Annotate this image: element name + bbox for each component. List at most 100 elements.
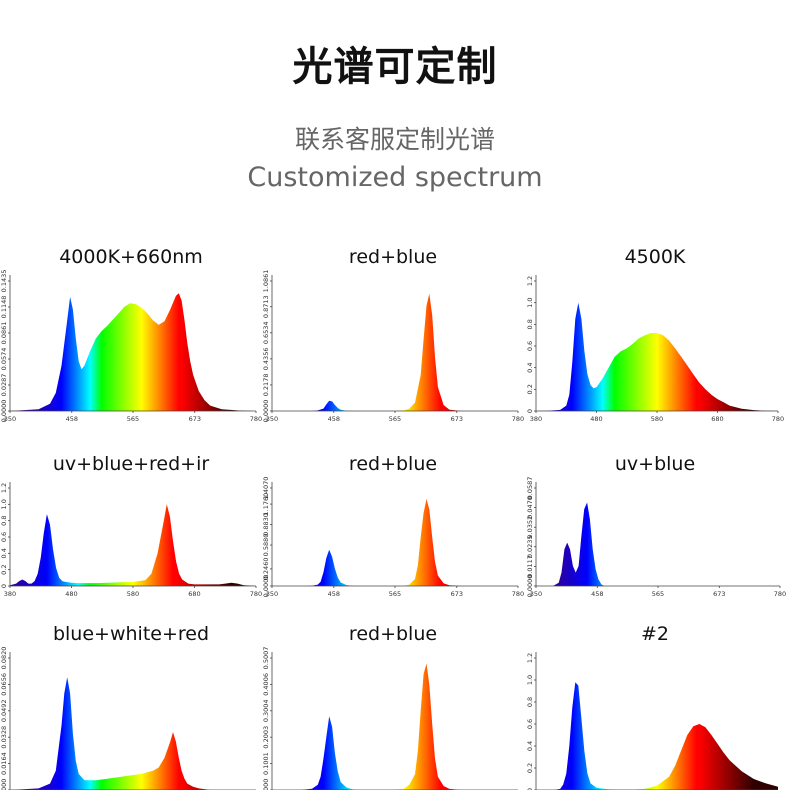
y-tick-label: 0.8 xyxy=(0,516,8,526)
x-tick-label: 780 xyxy=(250,415,262,423)
y-tick-label: 0.5880 xyxy=(262,534,270,557)
spectrum-chart-6: uv+blue 0.00000.01170.02350.03520.04700.0… xyxy=(526,453,786,598)
chart-title: 4500K xyxy=(625,246,686,268)
x-tick-label: 680 xyxy=(711,415,723,423)
chart-panel-3: 4500K 0 0.2 0.4 0.6 0.8 1.0 1.2 380 480 580 680 780 xyxy=(524,233,786,428)
page-title: 光谱可定制 xyxy=(292,44,498,90)
y-tick-label: 1.0 xyxy=(526,298,534,308)
chart-panel-9: #2 0 0.2 0.4 0.6 0.8 1.0 1.2 xyxy=(524,610,786,790)
y-tick-label: 0.5007 xyxy=(262,647,270,670)
y-tick-label: 0 xyxy=(0,584,8,588)
y-tick-label: 1.2 xyxy=(526,276,534,286)
y-tick-label: 0.3004 xyxy=(262,699,270,722)
y-tick-label: 0.2 xyxy=(526,763,534,773)
subtitle-chinese: 联系客服定制光谱 xyxy=(294,125,495,154)
chart-title: uv+blue xyxy=(615,453,695,475)
chart-title: red+blue xyxy=(349,246,437,268)
chart-panel-1: 4000K+660nm 0.0000 0.0287 0.0574 0.0861 0.114… xyxy=(0,233,262,428)
y-tick-label: 0.0470 xyxy=(526,496,534,519)
chart-title: 4000K+660nm xyxy=(59,246,203,268)
x-tick-label: 673 xyxy=(451,590,463,598)
x-tick-label: 380 xyxy=(4,590,16,598)
y-tick-label: 0.2178 xyxy=(262,374,270,397)
x-tick-label: 565 xyxy=(389,415,401,423)
subtitle-english: Customized spectrum xyxy=(247,162,543,193)
spectrum-chart-2: red+blue 0.0000 0.2178 0.4356 0.6534 0.8713 1.… xyxy=(262,246,524,423)
y-tick-label: 0 xyxy=(526,788,534,790)
y-tick-label: 0.6 xyxy=(526,341,534,351)
x-tick-label: 780 xyxy=(772,415,784,423)
x-tick-label: 673 xyxy=(713,590,725,598)
y-tick-label: 0.0164 xyxy=(0,752,8,775)
x-tick-label: 673 xyxy=(451,415,463,423)
x-tick-label: 673 xyxy=(189,415,201,423)
x-tick-label: 458 xyxy=(328,590,340,598)
x-tick-label: 580 xyxy=(127,590,139,598)
spectrum-area xyxy=(272,498,518,586)
y-tick-label: 0.0820 xyxy=(0,647,8,670)
y-tick-label: 0.2 xyxy=(0,565,8,575)
x-tick-label: 780 xyxy=(774,590,786,598)
spectrum-area xyxy=(272,663,518,790)
spectrum-area xyxy=(536,502,780,586)
x-tick-label: 458 xyxy=(66,415,78,423)
y-tick-label: 0.0000 xyxy=(526,575,534,598)
y-tick-label: 0.0000 xyxy=(262,575,270,598)
y-tick-label: 0.4 xyxy=(526,363,534,373)
y-tick-label: 0.0000 xyxy=(262,779,270,790)
y-tick-label: 0.0000 xyxy=(0,400,8,423)
x-tick-label: 780 xyxy=(512,415,524,423)
y-tick-label: 0.0287 xyxy=(0,374,8,397)
y-tick-label: 1.0861 xyxy=(262,270,270,293)
spectrum-chart-9: #2 0 0.2 0.4 0.6 0.8 1.0 1.2 xyxy=(526,623,778,790)
y-tick-label: 1.1760 xyxy=(262,493,270,516)
x-tick-label: 565 xyxy=(127,415,139,423)
x-tick-label: 780 xyxy=(512,590,524,598)
x-tick-label: 458 xyxy=(328,415,340,423)
x-tick-label: 565 xyxy=(652,590,664,598)
y-tick-label: 0.0656 xyxy=(0,673,8,696)
y-tick-label: 0.8713 xyxy=(262,295,270,318)
spectrum-chart-7: blue+white+red 0.0000 0.0164 0.0328 0.0492 0.… xyxy=(0,623,256,790)
spectrum-chart-3: 4500K 0 0.2 0.4 0.6 0.8 1.0 1.2 380 480 580 680 780 xyxy=(526,246,784,423)
spectrum-chart-5: red+blue 0.00000.24600.58800.88301.17601.… xyxy=(262,453,524,598)
chart-panel-6: uv+blue 0.0000 0.0117 0.0235 0.0352 0.0470 0.0… xyxy=(524,440,786,600)
spectrum-area xyxy=(272,293,518,411)
y-tick-label: 0.6 xyxy=(0,532,8,542)
spectrum-chart-8: red+blue 0.0000 0.1001 0.2003 0.3004 0.4006 0.… xyxy=(262,623,518,790)
y-tick-label: 0.4356 xyxy=(262,348,270,371)
y-tick-label: 1.4070 xyxy=(262,477,270,500)
x-tick-label: 580 xyxy=(651,415,663,423)
spectrum-area xyxy=(10,504,256,586)
y-tick-label: 0.4006 xyxy=(262,673,270,696)
y-tick-label: 0 xyxy=(526,409,534,413)
y-tick-label: 0.0000 xyxy=(0,779,8,790)
x-tick-label: 565 xyxy=(389,590,401,598)
y-tick-label: 0.0492 xyxy=(0,699,8,722)
y-tick-label: 0.2003 xyxy=(262,726,270,749)
chart-title: #2 xyxy=(641,623,669,645)
y-tick-label: 1.0 xyxy=(0,499,8,509)
y-tick-label: 0.1001 xyxy=(262,752,270,775)
x-tick-label: 350 xyxy=(266,415,278,423)
y-tick-label: 0.8 xyxy=(526,697,534,707)
y-tick-label: 0.0352 xyxy=(526,516,534,539)
y-tick-label: 0.0587 xyxy=(526,477,534,500)
x-tick-label: 480 xyxy=(65,590,77,598)
x-tick-label: 480 xyxy=(590,415,602,423)
chart-title: red+blue xyxy=(349,623,437,645)
y-tick-label: 0.2 xyxy=(526,384,534,394)
x-tick-label: 350 xyxy=(266,590,278,598)
y-tick-label: 0.0000 xyxy=(262,400,270,423)
y-tick-label: 0.1148 xyxy=(0,296,8,319)
y-tick-label: 1.2 xyxy=(0,483,8,493)
chart-panel-7: blue+white+red 0.0000 0.0164 0.0328 0.0492 0.… xyxy=(0,610,262,790)
y-tick-label: 0.6 xyxy=(526,719,534,729)
x-tick-label: 380 xyxy=(530,415,542,423)
chart-panel-4: uv+blue+red+ir 0 0.2 0.4 0.6 0.8 1.0 1.2 380 480 5… xyxy=(0,440,262,600)
spectrum-chart-1: 4000K+660nm 0.0000 0.0287 0.0574 0.0861 0.114… xyxy=(0,246,262,423)
x-tick-label: 680 xyxy=(188,590,200,598)
y-tick-label: 0.8 xyxy=(526,319,534,329)
x-tick-label: 350 xyxy=(530,590,542,598)
y-tick-label: 1.2 xyxy=(526,653,534,663)
